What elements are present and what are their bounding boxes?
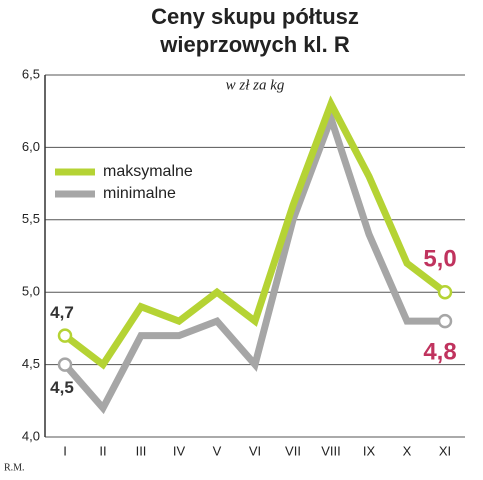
chart-title: wieprzowych kl. R [159,32,350,57]
x-tick-label: II [99,443,106,458]
data-label: 4,8 [423,339,456,366]
legend-label: maksymalne [103,163,193,180]
credit: R.M. [4,462,25,473]
y-tick-label: 5,5 [22,211,40,226]
chart-title: Ceny skupu półtusz [151,4,359,29]
data-label: 5,0 [423,246,456,273]
x-tick-label: VII [285,443,301,458]
point-marker [437,313,453,329]
legend-label: minimalne [103,185,176,202]
x-tick-label: IX [363,443,376,458]
y-tick-label: 6,0 [22,139,40,154]
x-tick-label: III [136,443,147,458]
y-tick-label: 4,5 [22,356,40,371]
x-tick-label: VI [249,443,261,458]
point-marker [57,357,73,372]
x-tick-label: XI [439,443,451,458]
data-label: 4,7 [50,303,74,322]
y-tick-label: 4,0 [22,428,40,443]
data-label: 4,5 [50,378,74,397]
series-line [62,107,445,415]
x-tick-label: IV [173,443,186,458]
x-tick-label: V [213,443,222,458]
point-marker [57,328,73,343]
x-tick-label: X [403,443,412,458]
point-marker [437,284,453,300]
y-tick-label: 6,5 [22,66,40,81]
chart-subtitle: w zł za kg [226,77,285,93]
series-line [62,95,448,370]
x-tick-label: VIII [321,443,341,458]
x-tick-label: I [63,443,67,458]
y-tick-label: 5,0 [22,284,40,299]
